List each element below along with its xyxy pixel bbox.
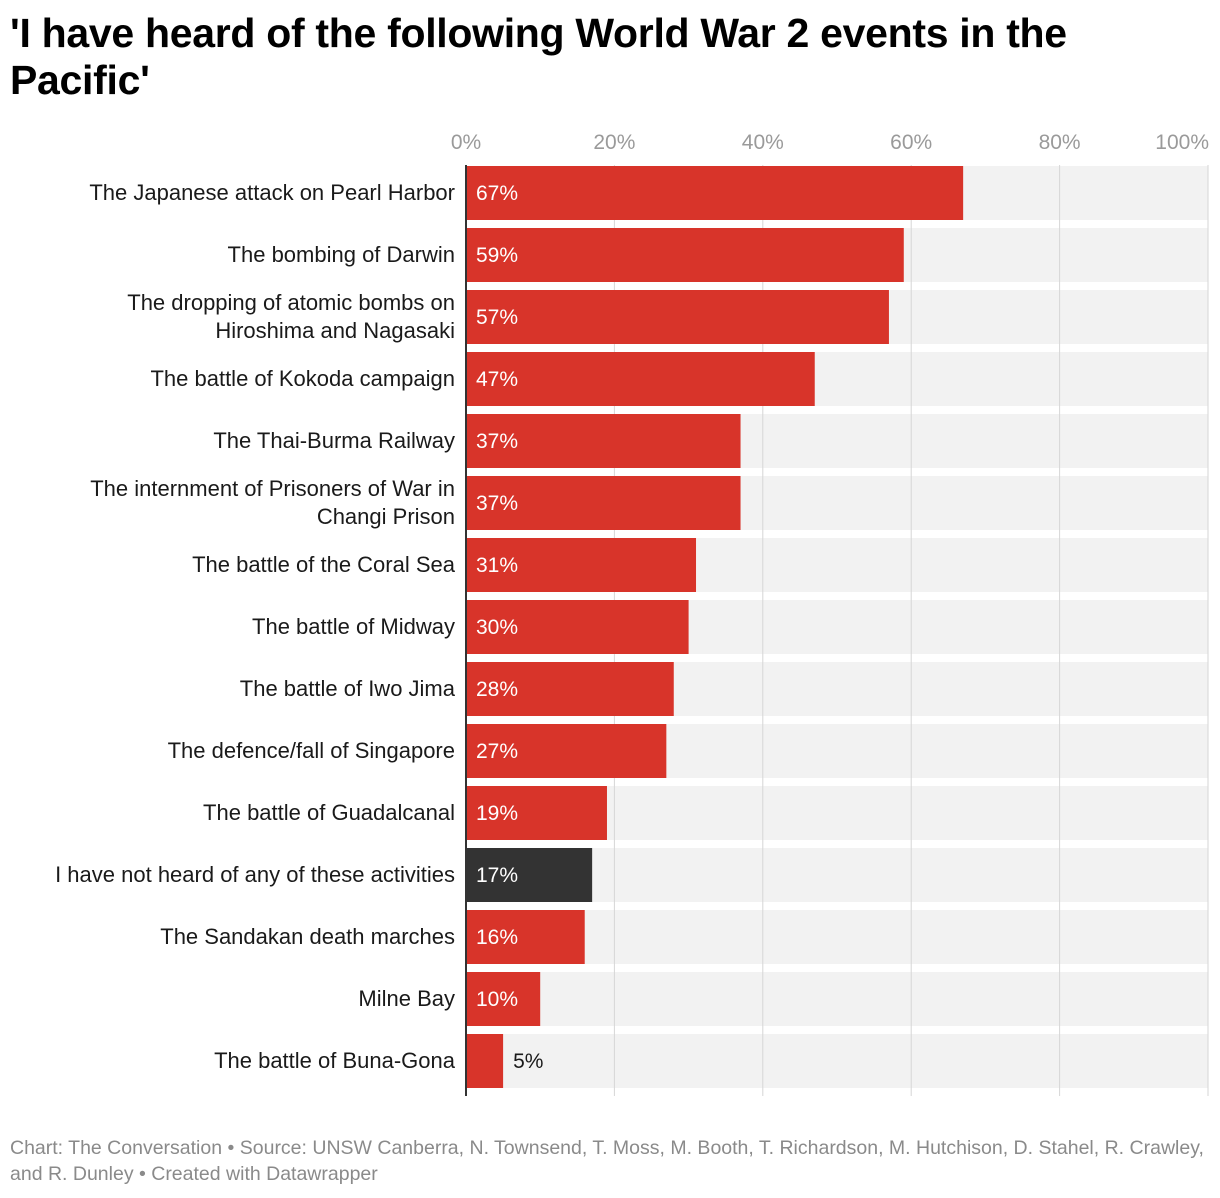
- value-label: 47%: [476, 368, 518, 391]
- bar: [466, 972, 541, 1026]
- bar: [466, 166, 964, 220]
- category-label: The Japanese attack on Pearl Harbor: [89, 180, 455, 205]
- chart-title: 'I have heard of the following World War…: [10, 10, 1067, 103]
- bar: [466, 848, 593, 902]
- value-label: 67%: [476, 182, 518, 205]
- category-label: I have not heard of any of these activit…: [55, 862, 455, 887]
- value-label: 59%: [476, 244, 518, 267]
- value-label: 57%: [476, 306, 518, 329]
- value-label: 28%: [476, 678, 518, 701]
- category-label: The battle of the Coral Sea: [192, 552, 456, 577]
- bar: [466, 414, 741, 468]
- value-label: 19%: [476, 802, 518, 825]
- category-label: The battle of Iwo Jima: [240, 676, 456, 701]
- bar: [466, 228, 904, 282]
- value-label: 37%: [476, 492, 518, 515]
- bar: [466, 910, 585, 964]
- value-label: 16%: [476, 926, 518, 949]
- chart-footer: Chart: The Conversation • Source: UNSW C…: [10, 1137, 1204, 1185]
- bar: [466, 786, 607, 840]
- bar-track: [466, 1034, 1208, 1088]
- category-label: The defence/fall of Singapore: [168, 738, 455, 763]
- bar: [466, 600, 689, 654]
- x-tick-label: 40%: [742, 131, 784, 154]
- category-label: The bombing of Darwin: [228, 242, 455, 267]
- category-label: The Sandakan death marches: [160, 924, 455, 949]
- bar-track: [466, 972, 1208, 1026]
- x-tick-label: 0%: [451, 131, 481, 154]
- category-label: The battle of Midway: [252, 614, 455, 639]
- x-tick-label: 100%: [1155, 131, 1209, 154]
- category-label: The battle of Kokoda campaign: [150, 366, 455, 391]
- bar: [466, 290, 889, 344]
- value-label: 27%: [476, 740, 518, 763]
- category-label: The dropping of atomic bombs on Hiroshima…: [127, 290, 455, 343]
- value-label: 37%: [476, 430, 518, 453]
- bar-track: [466, 910, 1208, 964]
- category-label: The battle of Buna-Gona: [214, 1048, 456, 1073]
- category-label: The battle of Guadalcanal: [203, 800, 455, 825]
- bar: [466, 1034, 504, 1088]
- value-label: 10%: [476, 988, 518, 1011]
- bar: [466, 724, 667, 778]
- value-label: 17%: [476, 864, 518, 887]
- value-label: 31%: [476, 554, 518, 577]
- value-label: 30%: [476, 616, 518, 639]
- category-label: The internment of Prisoners of War in Cha…: [90, 476, 455, 529]
- x-tick-label: 80%: [1039, 131, 1081, 154]
- bar: [466, 352, 815, 406]
- x-tick-label: 60%: [890, 131, 932, 154]
- bar: [466, 538, 697, 592]
- bar: [466, 476, 741, 530]
- x-tick-label: 20%: [593, 131, 635, 154]
- bar: [466, 662, 674, 716]
- category-label: Milne Bay: [358, 986, 455, 1011]
- category-label: The Thai-Burma Railway: [213, 428, 455, 453]
- value-label: 5%: [513, 1050, 543, 1073]
